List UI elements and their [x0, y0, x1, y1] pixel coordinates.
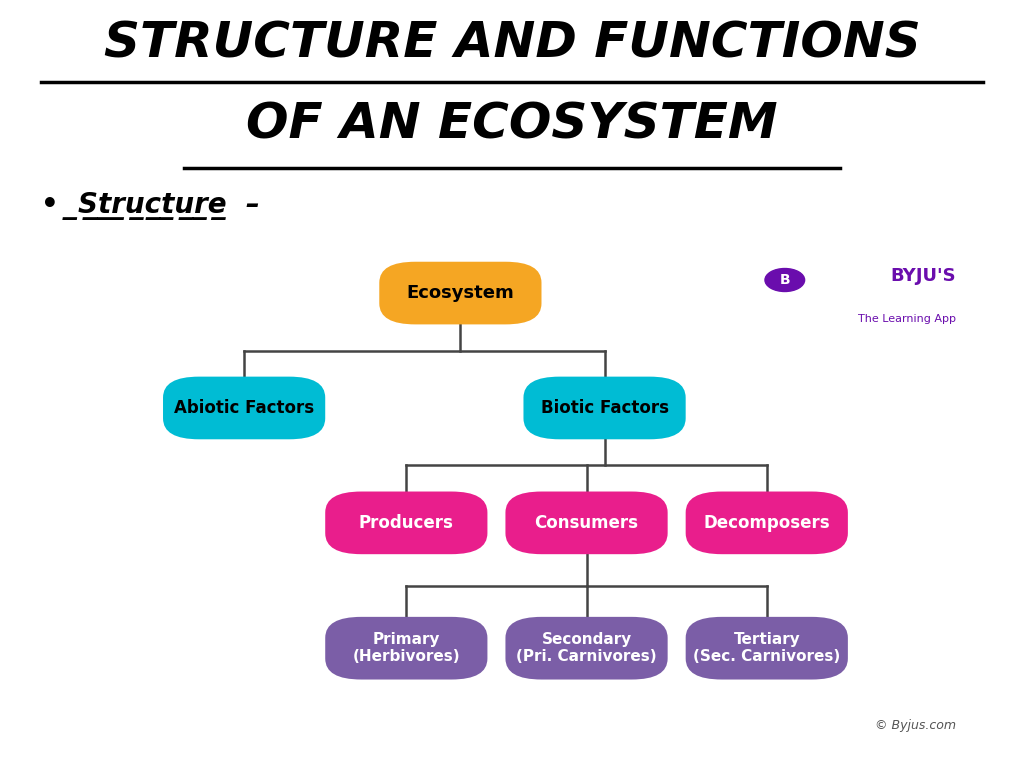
Text: Consumers: Consumers — [535, 514, 639, 532]
Text: Secondary
(Pri. Carnivores): Secondary (Pri. Carnivores) — [516, 632, 656, 664]
Circle shape — [765, 269, 805, 292]
FancyBboxPatch shape — [686, 492, 848, 554]
Text: Producers: Producers — [358, 514, 454, 532]
Text: © Byjus.com: © Byjus.com — [874, 719, 956, 732]
FancyBboxPatch shape — [506, 617, 668, 680]
Text: •  ̲S̲t̲r̲u̲c̲t̲u̲r̲e̲  –: • ̲S̲t̲r̲u̲c̲t̲u̲r̲e̲ – — [41, 193, 260, 220]
FancyBboxPatch shape — [506, 492, 668, 554]
Text: STRUCTURE AND FUNCTIONS: STRUCTURE AND FUNCTIONS — [103, 19, 921, 67]
Text: OF AN ECOSYSTEM: OF AN ECOSYSTEM — [246, 101, 778, 149]
Text: The Learning App: The Learning App — [858, 314, 956, 324]
Text: Tertiary
(Sec. Carnivores): Tertiary (Sec. Carnivores) — [693, 632, 841, 664]
Text: Abiotic Factors: Abiotic Factors — [174, 399, 314, 417]
FancyBboxPatch shape — [163, 376, 326, 439]
FancyBboxPatch shape — [686, 617, 848, 680]
FancyBboxPatch shape — [326, 492, 487, 554]
Text: BYJU'S: BYJU'S — [891, 267, 956, 285]
Text: B: B — [779, 273, 791, 287]
FancyBboxPatch shape — [379, 262, 542, 324]
FancyBboxPatch shape — [326, 617, 487, 680]
Text: Primary
(Herbivores): Primary (Herbivores) — [352, 632, 460, 664]
Text: Ecosystem: Ecosystem — [407, 284, 514, 302]
FancyBboxPatch shape — [523, 376, 686, 439]
Text: Biotic Factors: Biotic Factors — [541, 399, 669, 417]
Text: Decomposers: Decomposers — [703, 514, 830, 532]
